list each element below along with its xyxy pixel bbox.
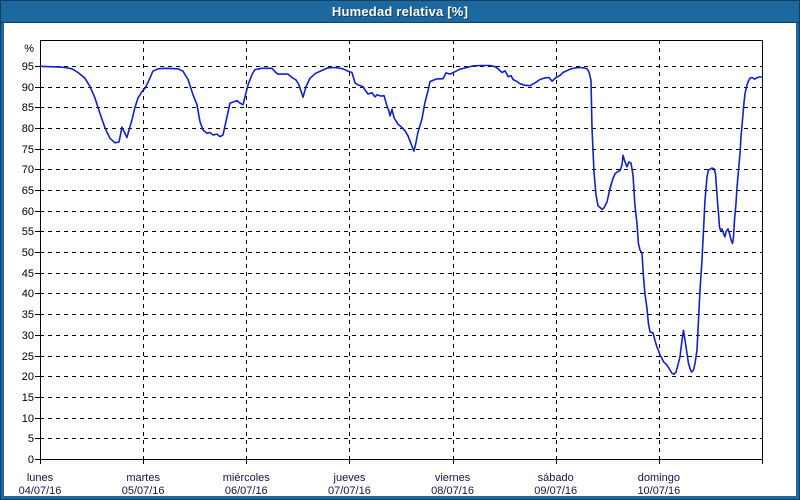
y-axis-label: 20 (22, 371, 34, 383)
y-axis-label: 5 (28, 433, 34, 445)
x-axis-day-label: viernes (435, 472, 471, 484)
y-axis-label: 10 (22, 413, 34, 425)
chart-title: Humedad relativa [%] (331, 4, 469, 19)
x-axis-date-label: 08/07/16 (431, 485, 474, 497)
x-axis-day-label: domingo (638, 472, 680, 484)
y-axis-label: 95 (22, 61, 34, 73)
y-axis-label: 75 (22, 144, 34, 156)
y-axis-label: 55 (22, 226, 34, 238)
y-axis-label: 35 (22, 309, 34, 321)
y-axis-label: 70 (22, 164, 34, 176)
y-axis-label: 50 (22, 247, 34, 259)
y-axis-label: 65 (22, 185, 34, 197)
y-axis-label: 45 (22, 268, 34, 280)
y-axis-label: 85 (22, 102, 34, 114)
x-axis-date-label: 05/07/16 (122, 485, 165, 497)
x-axis-day-label: lunes (27, 472, 54, 484)
y-axis-label: 0 (28, 454, 34, 466)
x-axis-date-label: 07/07/16 (328, 485, 371, 497)
y-axis-label: 90 (22, 82, 34, 94)
titlebar: Humedad relativa [%] (1, 1, 799, 23)
x-axis-date-label: 04/07/16 (19, 485, 62, 497)
y-axis-label: 80 (22, 123, 34, 135)
y-axis-label: 30 (22, 330, 34, 342)
y-axis-unit-label: % (24, 43, 34, 55)
x-axis-day-label: martes (126, 472, 160, 484)
y-axis-label: 25 (22, 351, 34, 363)
x-axis-day-label: sábado (538, 472, 574, 484)
x-axis-day-label: jueves (333, 472, 366, 484)
plot-area (40, 40, 763, 460)
y-axis-label: 60 (22, 206, 34, 218)
humidity-line (39, 64, 763, 376)
x-axis-date-label: 06/07/16 (225, 485, 268, 497)
x-axis-date-label: 10/07/16 (637, 485, 680, 497)
x-axis-date-label: 09/07/16 (534, 485, 577, 497)
y-axis-label: 40 (22, 288, 34, 300)
x-axis-day-label: miércoles (223, 472, 271, 484)
y-axis-label: 15 (22, 392, 34, 404)
